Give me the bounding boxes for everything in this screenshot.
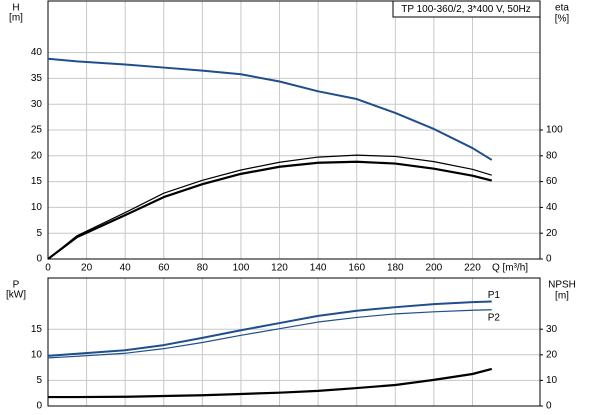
y-tick-label: 0	[36, 254, 42, 265]
y-tick-label: 5	[36, 228, 42, 239]
y-tick-label: 0	[36, 401, 42, 412]
y2-tick-label: 60	[546, 176, 558, 187]
y-tick-label: 35	[31, 73, 43, 84]
x-tick-label: 200	[426, 263, 443, 274]
x-tick-label: 0	[45, 263, 51, 274]
y2-tick-label: 40	[546, 202, 558, 213]
curve	[47, 300, 492, 357]
chart-title: TP 100-360/2, 3*400 V, 50Hz	[401, 4, 531, 15]
curve	[47, 57, 493, 161]
curve	[47, 309, 492, 359]
y-tick-label: 25	[31, 125, 43, 136]
y-tick-label: 30	[31, 99, 43, 110]
curve	[47, 154, 492, 260]
y-axis-label: P	[13, 280, 20, 291]
x-tick-label: 40	[120, 263, 132, 274]
y-axis-unit: [kW]	[6, 290, 26, 301]
x-tick-label: 60	[158, 263, 170, 274]
curve-label: P2	[488, 312, 501, 323]
x-tick-label: 100	[233, 263, 250, 274]
y2-tick-label: 10	[546, 375, 558, 386]
y-tick-label: 15	[31, 176, 43, 187]
curve	[47, 160, 493, 260]
y2-tick-label: 80	[546, 150, 558, 161]
y-tick-label: 10	[31, 202, 43, 213]
plot-frame	[47, 277, 541, 407]
y2-axis-label: NPSH	[548, 280, 576, 291]
y2-tick-label: 20	[546, 349, 558, 360]
plot-frame	[47, 0, 541, 260]
y2-tick-label: 100	[546, 125, 563, 136]
y-axis-label: H	[12, 3, 19, 14]
x-tick-label: 20	[81, 263, 93, 274]
x-axis-label: Q [m³/h]	[492, 263, 528, 274]
curve-label: P1	[488, 290, 501, 301]
y2-axis-label: eta	[555, 3, 569, 14]
title-box	[392, 0, 541, 18]
y2-tick-label: 20	[546, 228, 558, 239]
y2-axis-unit: [m]	[555, 291, 569, 302]
y-tick-label: 5	[36, 375, 42, 386]
x-tick-label: 80	[197, 263, 209, 274]
x-tick-label: 140	[310, 263, 327, 274]
x-tick-label: 220	[464, 263, 481, 274]
y-axis-unit: [m]	[9, 13, 23, 24]
y2-tick-label: 0	[546, 254, 552, 265]
x-tick-label: 120	[271, 263, 288, 274]
y-tick-label: 10	[31, 349, 43, 360]
y-tick-label: 40	[31, 47, 43, 58]
curve	[48, 367, 493, 399]
y2-tick-label: 30	[546, 324, 558, 335]
y2-tick-label: 0	[546, 401, 552, 412]
y-tick-label: 20	[31, 150, 43, 161]
x-tick-label: 160	[348, 263, 365, 274]
y-tick-label: 15	[31, 324, 43, 335]
x-tick-label: 180	[387, 263, 404, 274]
y2-axis-unit: [%]	[555, 14, 570, 25]
